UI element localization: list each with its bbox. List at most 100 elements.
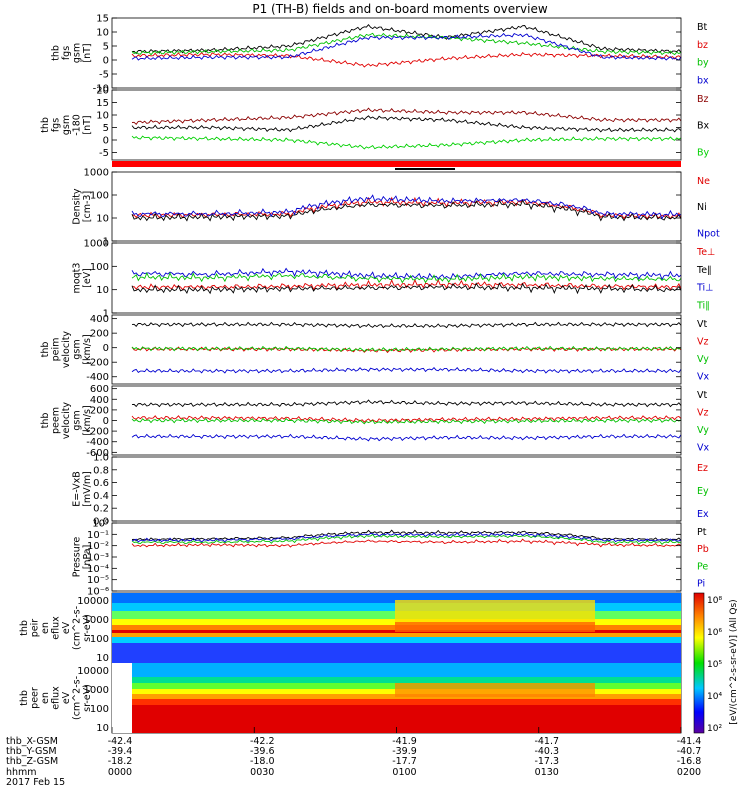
colorbar-tick-1: 10⁶: [707, 628, 722, 638]
ytick-label-6-1: 0.8: [93, 465, 109, 476]
panel-0: Bt bz by bx 15 10 5 0 -5 -10 thb fgs gsm [nT]: [51, 14, 710, 95]
time-tick-x-1: -42.2: [250, 736, 275, 747]
colorbar: [693, 592, 705, 734]
ytick-label-1-2: 10: [96, 111, 109, 122]
legend-3-0: Te⊥: [696, 247, 715, 258]
ytick-label-6-5: 0.0: [93, 517, 109, 528]
ytick-label-5-6: -600: [86, 448, 109, 459]
series-line-7-3: [131, 532, 682, 543]
series-line-0-3: [131, 32, 682, 61]
ytick-label-3-2: 10: [96, 285, 109, 296]
ylabel-9-4: eV: [61, 691, 72, 704]
ytick-label-1-5: -5: [99, 148, 109, 159]
legend-2-0: Ne: [697, 176, 710, 187]
ytick-label-7-6: 10⁻⁶: [87, 587, 109, 598]
ytick-label-0-5: -10: [93, 84, 109, 95]
ylabel-9-1: peer: [30, 687, 41, 709]
ytick-label-2-1: 100: [90, 191, 109, 202]
ylabel-4-4: [km/s]: [82, 334, 93, 364]
ytick-label-1-3: 5: [103, 123, 109, 134]
series-line-1-2: [131, 135, 682, 150]
ylabel-4-3: gsm: [72, 339, 83, 359]
time-tick-y-0: -39.4: [108, 746, 133, 757]
ylabel-2-0: Density: [72, 188, 83, 224]
ion-spectrogram: [112, 593, 681, 663]
ytick-label-5-2: 200: [90, 405, 109, 416]
series-line-2-2: [131, 194, 682, 220]
ylabel-9-6: sr-eV): [82, 684, 93, 712]
legend-3-2: Ti⊥: [696, 283, 713, 294]
ytick-label-1-0: 20: [96, 86, 109, 97]
time-axis-row-label-2: thb_Z-GSM: [6, 756, 58, 767]
ylabel-1-3: -180: [72, 114, 83, 136]
ytick-label-9-2: 100: [90, 704, 109, 715]
ytick-label-1-4: 0: [103, 136, 109, 147]
legend-5-3: Vx: [697, 442, 709, 453]
status-bar-mark: [395, 168, 455, 170]
legend-4-3: Vx: [697, 371, 709, 382]
ytick-label-7-4: 10⁻⁴: [87, 564, 109, 575]
ylabel-8-0: thb: [19, 620, 30, 636]
ylabel-8-2: en: [40, 622, 51, 634]
ytick-label-5-1: 400: [90, 395, 109, 406]
panel-frame-2: [111, 171, 682, 242]
series-line-3-0: [131, 278, 682, 291]
ytick-label-4-2: 0: [103, 343, 109, 354]
ytick-label-6-3: 0.4: [93, 491, 109, 502]
ylabel-9-2: en: [40, 692, 51, 704]
ytick-label-6-2: 0.6: [93, 478, 109, 489]
ylabel-4-2: velocity: [61, 331, 72, 369]
time-tick-y-1: -39.6: [250, 746, 275, 757]
ylabel-1-4: [nT]: [82, 115, 93, 134]
ylabel-5-4: [km/s]: [82, 405, 93, 435]
ylabel-5-0: thb: [40, 413, 51, 429]
legend-0-1: bz: [697, 40, 708, 51]
ytick-label-9-1: 1000: [84, 685, 109, 696]
legend-6-1: Ey: [697, 486, 709, 497]
colorbar-tick-3: 10⁴: [707, 692, 722, 702]
ylabel-9-3: eflux: [51, 686, 62, 710]
time-tick-hhmm-1: 0030: [250, 767, 274, 778]
time-tick-z-0: -18.2: [108, 756, 133, 767]
ytick-label-0-3: 0: [103, 56, 109, 67]
legend-7-0: Pt: [697, 527, 707, 538]
ylabel-3-1: [eV]: [82, 268, 93, 288]
time-tick-z-2: -17.7: [392, 756, 417, 767]
panel-2: Ne Ni Npot 1000 100 10 1 Density [cm-3]: [72, 168, 720, 248]
panel-frame-3: [111, 242, 682, 314]
ytick-label-5-5: -400: [86, 437, 109, 448]
ytick-label-6-0: 1.0: [93, 453, 109, 464]
ylabel-0-0: thb: [51, 45, 62, 61]
legend-6-2: Ex: [697, 509, 709, 520]
figure-title: P1 (TH-B) fields and on-board moments ov…: [252, 2, 548, 16]
electron-spectrogram: [112, 663, 681, 733]
ytick-label-9-3: 10: [96, 723, 109, 734]
legend-6-0: Ez: [697, 463, 708, 474]
time-tick-z-1: -18.0: [250, 756, 275, 767]
time-axis-row-label-3: hhmm: [6, 767, 37, 778]
panel-frame-1: [111, 89, 682, 161]
ylabel-4-0: thb: [40, 342, 51, 358]
ylabel-0-1: fgs: [61, 46, 72, 60]
ylabel-5-3: gsm: [72, 410, 83, 430]
series-line-4-3: [131, 367, 682, 374]
ytick-label-8-3: 10: [96, 653, 109, 664]
ytick-label-7-0: 10⁰: [92, 519, 109, 530]
ylabel-9-5: (cm^2-s-: [72, 676, 83, 720]
ytick-label-9-0: 10000: [77, 666, 109, 677]
time-axis-row-label-1: thb_Y-GSM: [6, 746, 57, 757]
legend-3-1: Te∥: [696, 265, 712, 276]
ytick-label-7-3: 10⁻³: [87, 553, 109, 564]
series-line-5-3: [131, 433, 682, 442]
ylabel-8-3: eflux: [51, 616, 62, 640]
time-tick-y-2: -39.9: [392, 746, 417, 757]
time-tick-z-4: -16.8: [677, 756, 702, 767]
time-tick-hhmm-3: 0130: [535, 767, 559, 778]
ylabel-5-2: velocity: [61, 402, 72, 440]
time-tick-x-0: -42.4: [108, 736, 133, 747]
ytick-label-7-2: 10⁻²: [87, 541, 109, 552]
legend-4-0: Vt: [697, 319, 707, 330]
ytick-label-2-2: 10: [96, 214, 109, 225]
